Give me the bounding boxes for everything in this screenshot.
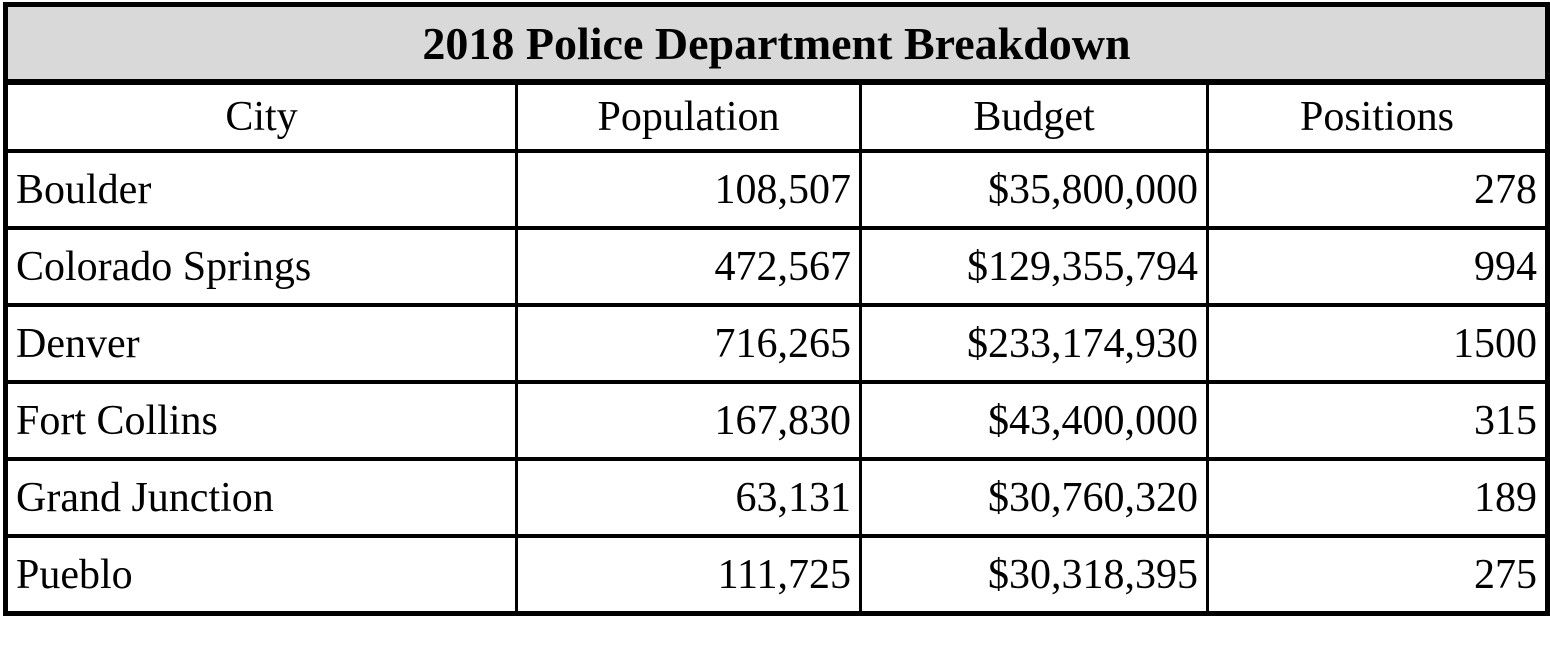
cell-positions: 189 [1206,457,1549,538]
table-row: Boulder 108,507 $35,800,000 278 [4,149,1549,230]
cell-budget: $43,400,000 [859,380,1209,461]
cell-positions: 994 [1206,226,1549,307]
cell-budget: $233,174,930 [859,303,1209,384]
cell-positions: 275 [1206,534,1549,616]
title-row: 2018 Police Department Breakdown [4,2,1549,85]
column-header-positions: Positions [1206,80,1549,153]
cell-budget: $129,355,794 [859,226,1209,307]
cell-city: Fort Collins [4,380,518,461]
cell-positions: 278 [1206,149,1549,230]
cell-budget: $35,800,000 [859,149,1209,230]
cell-city: Boulder [4,149,518,230]
cell-population: 111,725 [515,534,862,616]
cell-budget: $30,760,320 [859,457,1209,538]
column-header-city: City [4,80,518,153]
column-header-population: Population [515,80,862,153]
cell-positions: 1500 [1206,303,1549,384]
cell-budget: $30,318,395 [859,534,1209,616]
table-row: Grand Junction 63,131 $30,760,320 189 [4,457,1549,538]
cell-population: 716,265 [515,303,862,384]
cell-city: Grand Junction [4,457,518,538]
police-department-table: 2018 Police Department Breakdown City Po… [3,2,1550,616]
cell-city: Pueblo [4,534,518,616]
table-row: Fort Collins 167,830 $43,400,000 315 [4,380,1549,461]
cell-population: 63,131 [515,457,862,538]
cell-population: 472,567 [515,226,862,307]
cell-city: Colorado Springs [4,226,518,307]
table-row: Denver 716,265 $233,174,930 1500 [4,303,1549,384]
cell-population: 108,507 [515,149,862,230]
header-row: City Population Budget Positions [4,80,1549,153]
table-row: Colorado Springs 472,567 $129,355,794 99… [4,226,1549,307]
table-title: 2018 Police Department Breakdown [4,2,1549,85]
cell-population: 167,830 [515,380,862,461]
cell-positions: 315 [1206,380,1549,461]
cell-city: Denver [4,303,518,384]
table-row: Pueblo 111,725 $30,318,395 275 [4,534,1549,616]
column-header-budget: Budget [859,80,1209,153]
